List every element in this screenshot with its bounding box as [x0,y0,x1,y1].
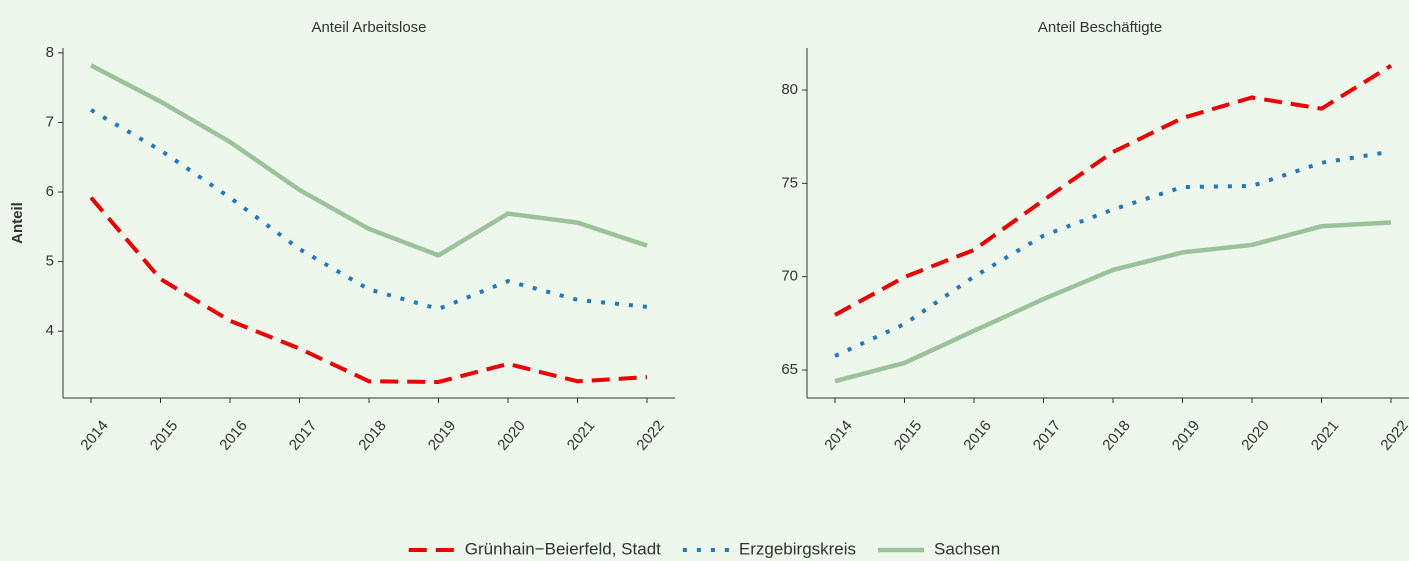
x-tick-label: 2018 [355,417,389,453]
y-tick-label: 4 [46,322,54,339]
y-tick-label: 70 [781,268,798,285]
x-tick-label: 2016 [216,417,250,453]
y-tick-label: 80 [781,81,798,98]
legend-label: Sachsen [934,539,1000,558]
x-tick-label: 2020 [494,417,528,453]
x-tick-label: 2016 [960,417,994,453]
series-line [89,63,648,258]
x-tick-label: 2020 [1238,417,1272,453]
x-tick-label: 2018 [1099,417,1133,453]
panel-title: Anteil Beschäftigte [1038,19,1162,36]
x-tick-label: 2014 [77,417,111,453]
y-tick-label: 7 [46,113,54,130]
panel-title: Anteil Arbeitslose [311,19,426,36]
series-line [834,220,1392,384]
x-tick-label: 2017 [1030,417,1064,453]
y-tick-label: 65 [781,361,798,378]
x-tick-label: 2015 [147,417,181,453]
series-line [834,64,1393,317]
series-line [834,149,1392,358]
x-tick-label: 2022 [1377,417,1409,453]
x-tick-label: 2022 [633,417,667,453]
legend-label: Grünhain−Beierfeld, Stadt [465,539,661,558]
x-tick-label: 2019 [1169,417,1203,453]
y-axis-label: Anteil [9,202,26,244]
legend-label: Erzgebirgskreis [739,539,856,558]
y-tick-label: 6 [46,183,54,200]
x-tick-label: 2014 [821,417,855,453]
y-tick-label: 5 [46,253,54,270]
series-line [89,108,648,311]
x-tick-label: 2017 [286,417,320,453]
series-line [89,196,648,384]
x-tick-label: 2015 [891,417,925,453]
y-tick-label: 75 [781,174,798,191]
x-tick-label: 2021 [564,417,598,453]
y-tick-label: 8 [46,44,54,61]
x-tick-label: 2021 [1308,417,1342,453]
legend: Grünhain−Beierfeld, Stadt Erzgebirgskreis… [408,539,1000,558]
x-tick-label: 2019 [425,417,459,453]
